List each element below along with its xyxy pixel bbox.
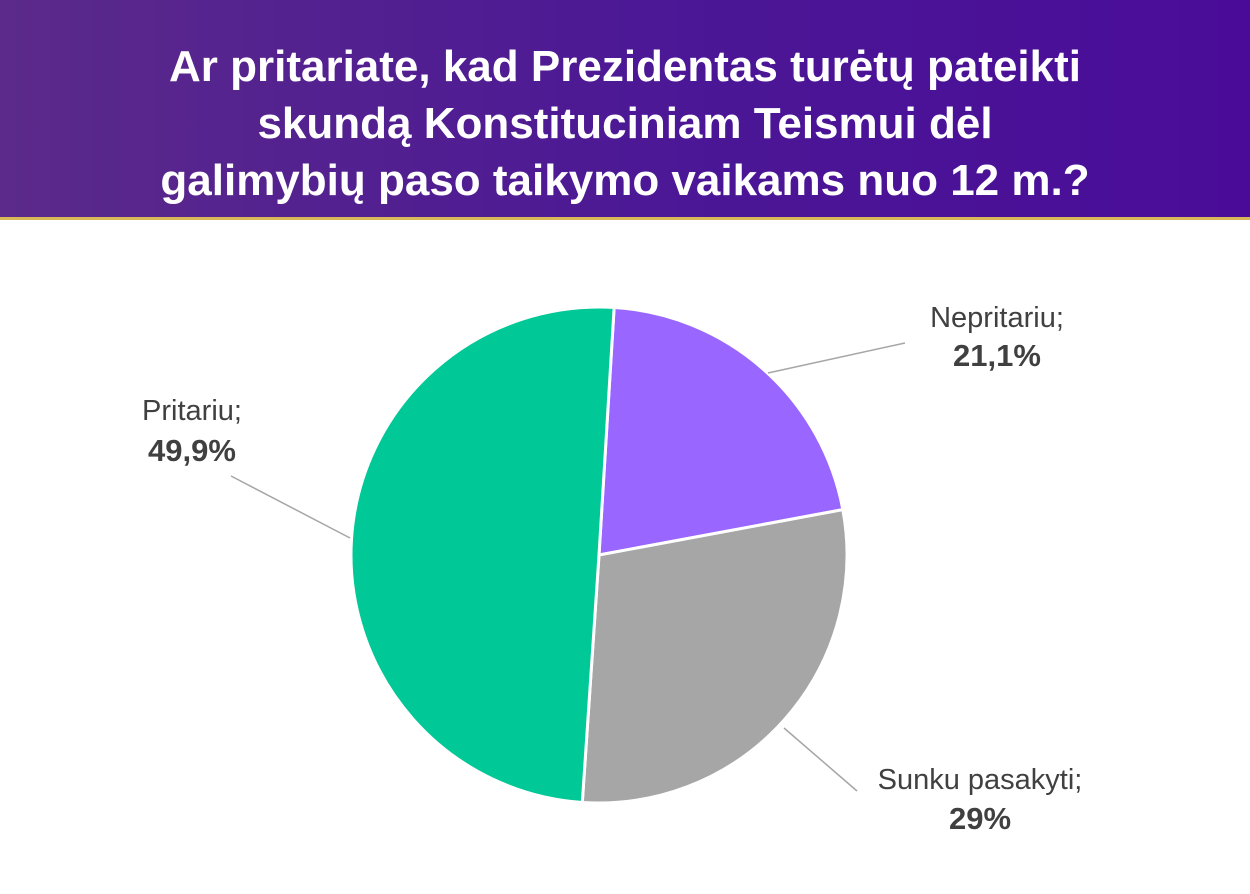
slice-label-1: Nepritariu; — [930, 302, 1064, 334]
slice-value-2: 29% — [949, 801, 1011, 836]
leader-line-1 — [767, 342, 906, 374]
pie-slice-3 — [349, 305, 616, 805]
leader-line-3 — [230, 475, 351, 539]
title-line-2: skundą Konstituciniam Teismui dėl — [257, 99, 993, 148]
slice-value-3: 49,9% — [148, 433, 236, 468]
pie-slices — [349, 305, 849, 805]
slice-value-1: 21,1% — [953, 338, 1041, 373]
pie-slice-1 — [597, 305, 845, 557]
slice-label-3: Pritariu; — [142, 395, 242, 427]
pie-chart: Nepritariu; 21,1% Sunku pasakyti; 29% Pritar… — [142, 302, 1082, 836]
slice-labels: Nepritariu; 21,1% Sunku pasakyti; 29% Pritar… — [142, 302, 1082, 836]
slice-label-2: Sunku pasakyti; — [878, 764, 1083, 796]
leader-lines — [230, 342, 906, 792]
title-line-3: galimybių paso taikymo vaikams nuo 12 m.… — [160, 156, 1090, 205]
pie-slice-2 — [580, 507, 849, 805]
chart-area: Nepritariu; 21,1% Sunku pasakyti; 29% Pritar… — [0, 223, 1250, 889]
leader-line-2 — [783, 727, 858, 792]
title-line-1: Ar pritariate, kad Prezidentas turėtų pa… — [168, 42, 1082, 91]
page-title: Ar pritariate, kad Prezidentas turėtų pa… — [40, 38, 1210, 209]
header-banner: Ar pritariate, kad Prezidentas turėtų pa… — [0, 0, 1250, 220]
